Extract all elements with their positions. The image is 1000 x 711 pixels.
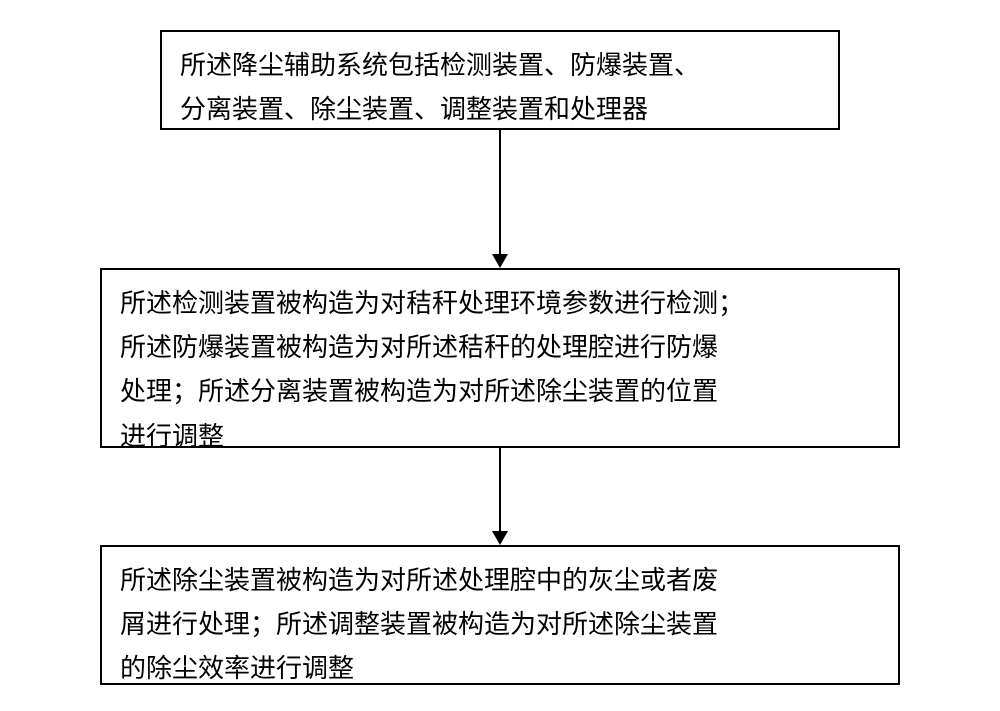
flow-node-line: 的除尘效率进行调整 [120, 647, 880, 691]
flow-node-line: 所述检测装置被构造为对秸秆处理环境参数进行检测； [120, 282, 880, 326]
flow-node: 所述除尘装置被构造为对所述处理腔中的灰尘或者废屑进行处理；所述调整装置被构造为对… [100, 545, 900, 685]
flow-node-line: 屑进行处理；所述调整装置被构造为对所述除尘装置 [120, 603, 880, 647]
flow-node: 所述检测装置被构造为对秸秆处理环境参数进行检测；所述防爆装置被构造为对所述秸秆的… [100, 268, 900, 448]
flow-node-line: 处理；所述分离装置被构造为对所述除尘装置的位置 [120, 370, 880, 414]
arrow-head-icon [492, 254, 508, 268]
flow-node-line: 分离装置、除尘装置、调整装置和处理器 [180, 88, 820, 132]
arrow-line [499, 130, 501, 254]
arrow-head-icon [492, 531, 508, 545]
flow-node-line: 所述降尘辅助系统包括检测装置、防爆装置、 [180, 44, 820, 88]
arrow-line [499, 448, 501, 531]
flow-node-line: 所述除尘装置被构造为对所述处理腔中的灰尘或者废 [120, 559, 880, 603]
flow-node-line: 所述防爆装置被构造为对所述秸秆的处理腔进行防爆 [120, 326, 880, 370]
flow-node: 所述降尘辅助系统包括检测装置、防爆装置、分离装置、除尘装置、调整装置和处理器 [160, 30, 840, 130]
